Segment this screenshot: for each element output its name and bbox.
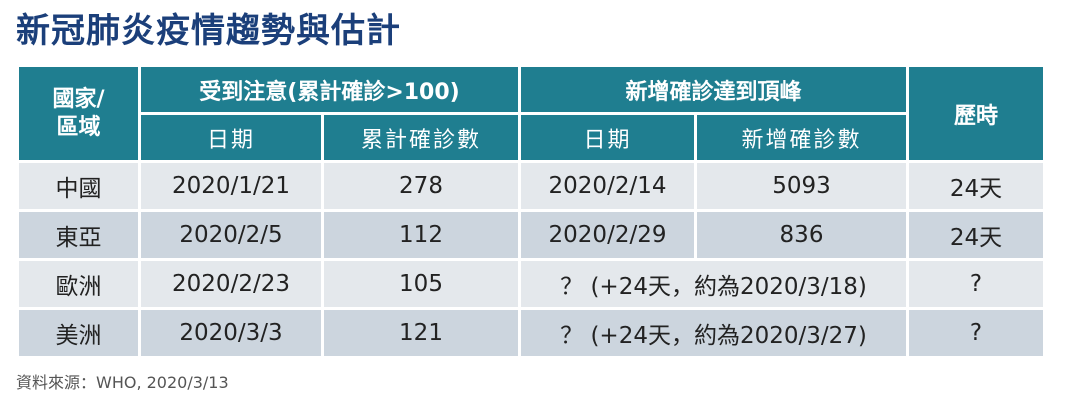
table-row: 歐洲 2020/2/23 105 ？ (+24天，約為2020/3/18) ? bbox=[16, 258, 1047, 310]
region-header-line2: 區域 bbox=[56, 114, 101, 140]
duration-cell: 24天 bbox=[906, 160, 1047, 212]
source-note: 資料來源：WHO, 2020/3/13 bbox=[16, 373, 229, 392]
cumulative-cell: 105 bbox=[321, 258, 521, 310]
peak-estimate-cell: ？ (+24天，約為2020/3/27) bbox=[517, 307, 910, 359]
attention-group-header: 受到注意(累計確診>100) bbox=[138, 64, 521, 115]
table-row: 中國 2020/1/21 278 2020/2/14 5093 24天 bbox=[16, 160, 1047, 212]
attention-date-cell: 2020/2/5 bbox=[138, 209, 324, 261]
region-header-line1: 國家/ bbox=[52, 86, 105, 112]
region-cell: 東亞 bbox=[16, 209, 141, 261]
table-row: 美洲 2020/3/3 121 ？ (+24天，約為2020/3/27) ? bbox=[16, 307, 1047, 359]
new-cases-cell: 5093 bbox=[693, 160, 910, 212]
region-cell: 歐洲 bbox=[16, 258, 141, 310]
attention-date-cell: 2020/2/23 bbox=[138, 258, 324, 310]
page-title: 新冠肺炎疫情趨勢與估計 bbox=[16, 11, 401, 51]
peak-date-cell: 2020/2/14 bbox=[518, 160, 697, 212]
new-cases-cell: 836 bbox=[693, 209, 910, 261]
duration-header: 歷時 bbox=[906, 64, 1047, 163]
table-row: 東亞 2020/2/5 112 2020/2/29 836 24天 bbox=[16, 209, 1047, 261]
peak-date-cell: 2020/2/29 bbox=[518, 209, 697, 261]
attention-date-header: 日期 bbox=[138, 112, 324, 163]
peak-group-header: 新增確診達到頂峰 bbox=[517, 64, 910, 115]
peak-date-header: 日期 bbox=[518, 112, 697, 163]
cumulative-cell: 112 bbox=[321, 209, 521, 261]
duration-cell: 24天 bbox=[906, 209, 1047, 261]
cumulative-cell: 121 bbox=[321, 307, 521, 359]
new-cases-header: 新增確診數 bbox=[693, 112, 910, 163]
cumulative-cell: 278 bbox=[321, 160, 521, 212]
trend-table: 國家/ 區域 受到注意(累計確診>100) 新增確診達到頂峰 歷時 日期 累計確… bbox=[16, 64, 1047, 359]
peak-estimate-cell: ？ (+24天，約為2020/3/18) bbox=[517, 258, 910, 310]
attention-date-cell: 2020/1/21 bbox=[138, 160, 324, 212]
duration-cell: ? bbox=[906, 258, 1047, 310]
attention-date-cell: 2020/3/3 bbox=[138, 307, 324, 359]
region-cell: 中國 bbox=[16, 160, 141, 212]
duration-cell: ? bbox=[906, 307, 1047, 359]
table-header-row: 國家/ 區域 受到注意(累計確診>100) 新增確診達到頂峰 歷時 bbox=[16, 64, 1047, 163]
region-header: 國家/ 區域 bbox=[16, 64, 141, 163]
region-cell: 美洲 bbox=[16, 307, 141, 359]
table-subheader-row: 日期 累計確診數 日期 新增確診數 bbox=[18, 112, 1045, 163]
cumulative-header: 累計確診數 bbox=[321, 112, 521, 163]
